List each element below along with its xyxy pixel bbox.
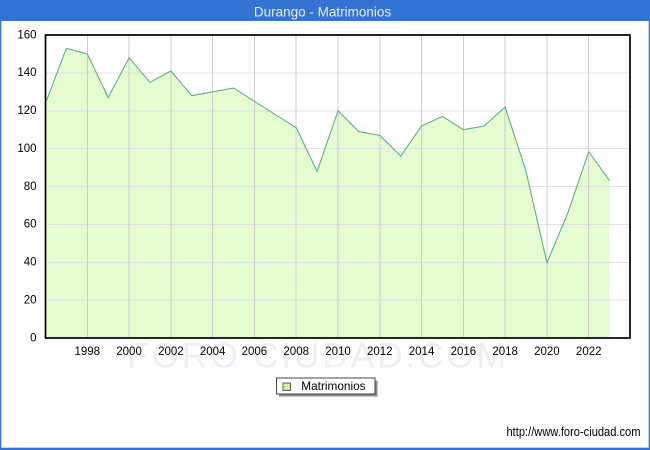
svg-text:2022: 2022 (576, 346, 602, 358)
svg-text:Durango - Matrimonios: Durango - Matrimonios (254, 4, 392, 19)
svg-text:2016: 2016 (451, 346, 477, 358)
svg-text:160: 160 (17, 29, 36, 41)
svg-text:2008: 2008 (283, 346, 309, 358)
svg-text:120: 120 (17, 105, 36, 117)
svg-text:0: 0 (30, 332, 36, 344)
svg-text:2004: 2004 (200, 346, 226, 358)
svg-text:2000: 2000 (116, 346, 142, 358)
svg-text:2014: 2014 (409, 346, 435, 358)
svg-text:2018: 2018 (492, 346, 518, 358)
svg-text:2012: 2012 (367, 346, 393, 358)
svg-text:Matrimonios: Matrimonios (301, 379, 365, 393)
svg-text:2020: 2020 (534, 346, 560, 358)
svg-text:FORO CIUDAD.COM: FORO CIUDAD.COM (127, 335, 509, 375)
svg-text:1998: 1998 (74, 346, 100, 358)
svg-text:80: 80 (24, 181, 37, 193)
svg-text:2002: 2002 (158, 346, 184, 358)
svg-text:60: 60 (24, 219, 37, 231)
svg-text:2006: 2006 (242, 346, 268, 358)
svg-text:100: 100 (17, 143, 36, 155)
svg-text:http://www.foro-ciudad.com: http://www.foro-ciudad.com (507, 424, 641, 439)
svg-text:2010: 2010 (325, 346, 351, 358)
svg-text:40: 40 (24, 257, 37, 269)
svg-text:20: 20 (24, 294, 37, 306)
svg-text:140: 140 (17, 67, 36, 79)
